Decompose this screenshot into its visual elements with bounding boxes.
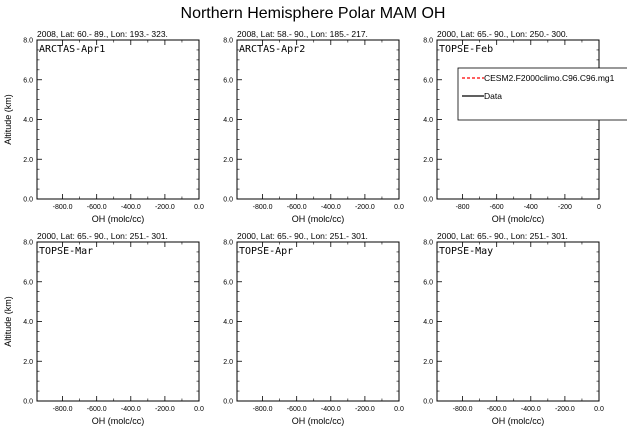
panel-label: ARCTAS-Apr2 [239,44,305,55]
panel-subtitle: 2000, Lat: 65.- 90., Lon: 250.- 300. [437,29,568,39]
y-tick-label: 8.0 [23,38,33,45]
y-tick-label: 4.0 [223,117,233,124]
x-tick-label: -400.0 [321,204,341,211]
y-tick-label: 2.0 [23,157,33,164]
x-tick-label: -600.0 [287,204,307,211]
x-tick-label: -600.0 [87,204,107,211]
y-tick-label: 6.0 [223,77,233,84]
panel-subtitle: 2000, Lat: 65.- 90., Lon: 251.- 301. [437,231,568,241]
panel-label: TOPSE-Mar [39,246,93,257]
y-tick-label: 2.0 [223,157,233,164]
panel-subtitle: 2008, Lat: 60.- 89., Lon: 193.- 323. [37,29,168,39]
panel-label: ARCTAS-Apr1 [39,44,105,55]
y-tick-label: 8.0 [423,38,433,45]
legend: CESM2.F2000climo.C96.C96.mg1 Data [457,67,627,121]
x-tick-label: -800.0 [53,406,73,413]
panel-6: 2000, Lat: 65.- 90., Lon: 251.- 301. TOPS… [423,231,604,426]
x-tick-label: -800.0 [453,406,473,413]
panel-2: 2008, Lat: 58.- 90., Lon: 185.- 217. ARCT… [223,29,404,224]
y-tick-label: 0.0 [223,399,233,406]
x-axis-label: OH (molc/cc) [292,416,345,426]
y-tick-label: 6.0 [423,279,433,286]
y-tick-label: 6.0 [423,77,433,84]
y-tick-label: 8.0 [223,240,233,247]
x-tick-label: -400.0 [121,204,141,211]
y-tick-label: 0.0 [23,197,33,204]
panel-4: 2000, Lat: 65.- 90., Lon: 251.- 301. TOPS… [3,231,204,426]
figure-title: Northern Hemisphere Polar MAM OH [181,5,446,22]
y-tick-label: 2.0 [423,157,433,164]
y-tick-label: 6.0 [23,77,33,84]
y-tick-label: 6.0 [223,279,233,286]
x-tick-label: -200.0 [155,406,175,413]
x-tick-label: -800.0 [53,204,73,211]
panel-1: 2008, Lat: 60.- 89., Lon: 193.- 323. ARCT… [3,29,204,224]
x-axis-label: OH (molc/cc) [292,214,345,224]
x-tick-label: -200 [558,204,572,211]
x-tick-label: -200.0 [555,406,575,413]
plot-frame [236,39,400,200]
y-tick-label: 2.0 [23,359,33,366]
x-axis-label: OH (molc/cc) [492,416,545,426]
y-tick-label: 0.0 [423,399,433,406]
x-tick-label: 0.0 [194,204,204,211]
panel-3: 2000, Lat: 65.- 90., Lon: 250.- 300. TOPS… [423,29,601,224]
y-tick-label: 4.0 [223,319,233,326]
x-tick-label: 0.0 [194,406,204,413]
panel-5: 2000, Lat: 65.- 90., Lon: 251.- 301. TOPS… [223,231,404,426]
panel-subtitle: 2000, Lat: 65.- 90., Lon: 251.- 301. [237,231,368,241]
x-tick-label: -600 [490,204,504,211]
y-tick-label: 8.0 [223,38,233,45]
panel-subtitle: 2008, Lat: 58.- 90., Lon: 185.- 217. [237,29,368,39]
panel-subtitle: 2000, Lat: 65.- 90., Lon: 251.- 301. [37,231,168,241]
y-tick-label: 4.0 [23,319,33,326]
x-tick-label: -200.0 [355,406,375,413]
y-tick-label: 2.0 [223,359,233,366]
x-axis-label: OH (molc/cc) [92,214,145,224]
x-tick-label: -600.0 [287,406,307,413]
x-tick-label: -800.0 [253,204,273,211]
panel-label: TOPSE-Feb [439,44,493,55]
y-axis-label: Altitude (km) [3,296,13,347]
legend-label-1: CESM2.F2000climo.C96.C96.mg1 [484,73,615,83]
x-tick-label: 0.0 [394,204,404,211]
legend-box [457,67,627,121]
y-tick-label: 4.0 [23,117,33,124]
y-tick-label: 2.0 [423,359,433,366]
x-tick-label: -800 [456,204,470,211]
x-tick-label: 0.0 [394,406,404,413]
x-tick-label: -400.0 [521,406,541,413]
y-tick-label: 8.0 [423,240,433,247]
x-tick-label: -800.0 [253,406,273,413]
x-tick-label: -200.0 [155,204,175,211]
x-tick-label: 0 [597,204,601,211]
x-axis-label: OH (molc/cc) [492,214,545,224]
y-tick-label: 0.0 [23,399,33,406]
plot-frame [36,39,200,200]
panel-label: TOPSE-May [439,246,493,257]
y-tick-label: 4.0 [423,117,433,124]
y-tick-label: 0.0 [423,197,433,204]
y-axis-label: Altitude (km) [3,94,13,145]
legend-label-2: Data [484,91,502,101]
y-tick-label: 8.0 [23,240,33,247]
y-tick-label: 0.0 [223,197,233,204]
x-tick-label: -600.0 [87,406,107,413]
y-tick-label: 6.0 [23,279,33,286]
plot-frame [236,241,400,402]
x-tick-label: -400 [524,204,538,211]
x-tick-label: 0.0 [594,406,604,413]
panels: 2008, Lat: 60.- 89., Lon: 193.- 323. ARCT… [3,29,604,426]
plot-frame [436,241,600,402]
x-tick-label: -600.0 [487,406,507,413]
panel-label: TOPSE-Apr [239,246,293,257]
x-tick-label: -400.0 [121,406,141,413]
x-tick-label: -200.0 [355,204,375,211]
x-axis-label: OH (molc/cc) [92,416,145,426]
y-tick-label: 4.0 [423,319,433,326]
x-tick-label: -400.0 [321,406,341,413]
plot-frame [36,241,200,402]
